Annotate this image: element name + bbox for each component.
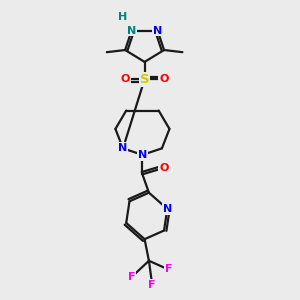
Text: N: N — [127, 26, 136, 36]
Text: O: O — [159, 74, 169, 84]
Text: F: F — [128, 272, 135, 282]
Text: N: N — [118, 143, 127, 153]
Text: N: N — [163, 204, 172, 214]
Text: O: O — [121, 74, 130, 84]
Text: F: F — [165, 264, 172, 274]
Text: O: O — [159, 163, 169, 173]
Text: S: S — [140, 73, 149, 86]
Text: N: N — [138, 150, 147, 160]
Text: F: F — [148, 280, 156, 290]
Text: H: H — [118, 11, 127, 22]
Text: N: N — [153, 26, 162, 36]
